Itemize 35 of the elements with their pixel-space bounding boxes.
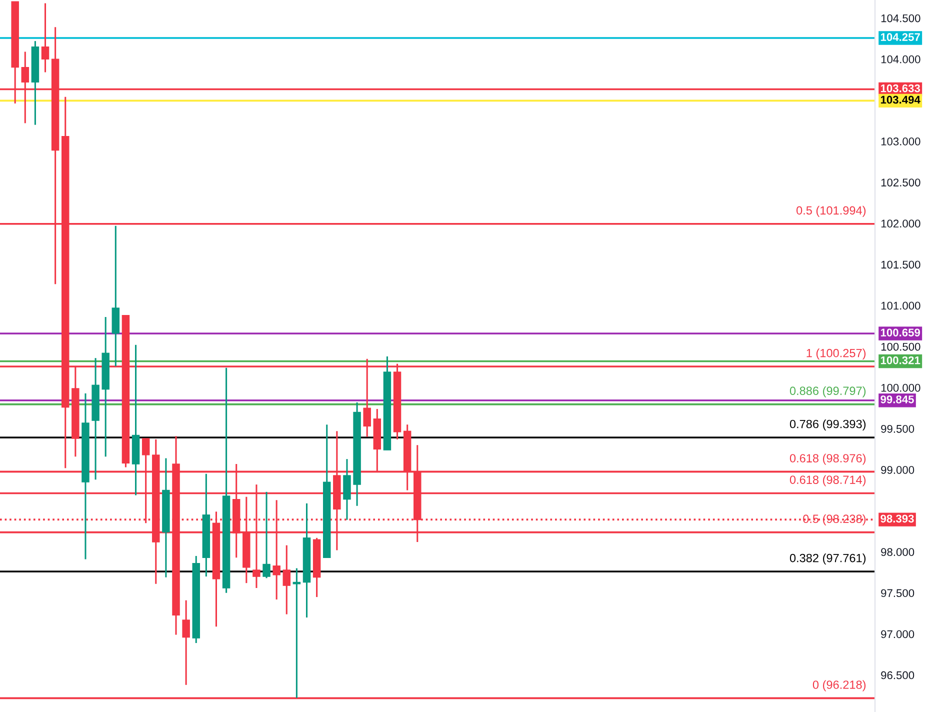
- annotation: 0.618 (98.976): [790, 454, 866, 465]
- y-tick-label: 101.000: [881, 302, 920, 310]
- y-tick-label: 100.000: [881, 384, 920, 392]
- y-tick-label: 96.500: [881, 671, 914, 680]
- y-tick-label: 101.500: [881, 260, 920, 269]
- ref-line-label: 100.321: [880, 356, 920, 364]
- y-tick-label: 102.000: [881, 220, 920, 228]
- ref-line-label: 98.393: [880, 514, 914, 523]
- ref-line-label: 103.633: [880, 84, 920, 92]
- annotation: 1 (100.257): [806, 348, 866, 360]
- ref-line-label: 103.494: [880, 96, 920, 104]
- candlestick: [262, 491, 270, 579]
- y-tick-label: 99.500: [881, 424, 914, 433]
- y-tick-label: 104.000: [881, 55, 920, 64]
- y-tick-label: 103.000: [881, 138, 920, 146]
- y-tick-label: 98.000: [881, 548, 914, 556]
- annotation: 0.618 (98.714): [790, 475, 866, 486]
- annotation: 0.886 (99.797): [790, 386, 866, 398]
- annotation: 0.786 (99.393): [790, 420, 866, 431]
- ref-line-label: 104.257: [880, 33, 920, 42]
- annotation: 0 (96.218): [812, 680, 866, 692]
- candlestick: [282, 544, 291, 616]
- y-tick-label: 100.500: [881, 342, 920, 351]
- y-tick-label: 99.000: [881, 466, 914, 474]
- candlestick: [343, 458, 351, 521]
- annotation: 0.5 (101.994): [796, 206, 866, 217]
- y-tick-label: 97.000: [881, 630, 914, 638]
- annotation: 0.382 (97.761): [790, 554, 866, 565]
- ref-line-label: 100.659: [880, 328, 920, 336]
- candlestick: [182, 600, 190, 686]
- y-tick-label: 102.500: [881, 178, 920, 186]
- y-tick-label: 97.500: [881, 589, 914, 598]
- ref-line-label: 99.845: [880, 395, 914, 404]
- candlestick: [41, 2, 50, 74]
- y-tick-label: 104.500: [881, 14, 920, 22]
